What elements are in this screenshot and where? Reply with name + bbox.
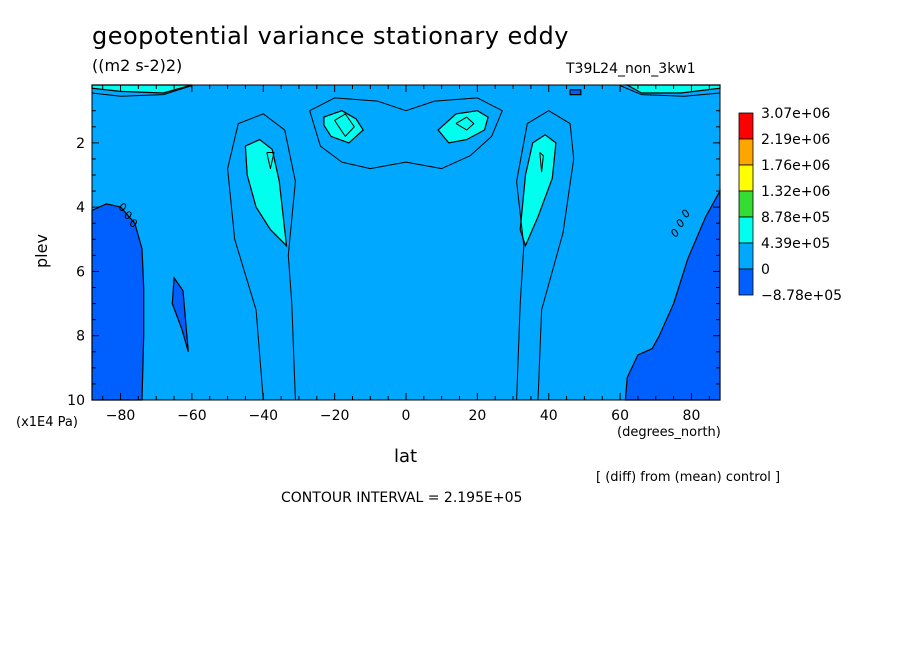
contour-region-4 xyxy=(323,110,364,144)
colorbar-label-7: −8.78e+05 xyxy=(761,288,842,304)
colorbar-label-6: 0 xyxy=(761,262,770,278)
contour-line-8 xyxy=(619,85,721,97)
x-tick-label-6: 40 xyxy=(540,408,558,424)
y-axis-units: (x1E4 Pa) xyxy=(16,415,78,430)
x-axis-units: (degrees_north) xyxy=(617,425,721,440)
contour-region-5 xyxy=(437,110,489,144)
contour-region-6 xyxy=(244,138,288,248)
x-ticks: −80 −60 −40 −20 0 20 40 60 80 xyxy=(102,85,710,424)
chart-units: ((m2 s-2)2) xyxy=(92,56,183,75)
y-tick-label-3: 8 xyxy=(76,329,85,345)
colorbar-label-4: 8.78e+05 xyxy=(761,210,830,226)
contour-interval: CONTOUR INTERVAL = 2.195E+05 xyxy=(281,490,523,506)
contour-line-3 xyxy=(334,113,355,137)
x-tick-label-2: −40 xyxy=(248,408,278,424)
diff-note: [ (diff) from (mean) control ] xyxy=(596,470,781,485)
contour-region-0 xyxy=(91,203,145,401)
colorbar-label-0: 3.07e+06 xyxy=(761,106,830,122)
colorbar-swatch-6 xyxy=(738,268,754,296)
contour-region-7 xyxy=(519,134,557,248)
contour-line-6 xyxy=(539,152,544,173)
contour-region-1 xyxy=(171,276,189,352)
x-tick-label-3: −20 xyxy=(320,408,350,424)
x-tick-label-7: 60 xyxy=(611,408,629,424)
y-tick-label-2: 6 xyxy=(76,264,85,280)
y-ticks: 2 4 6 8 10 xyxy=(67,110,720,409)
x-tick-label-4: 0 xyxy=(402,408,411,424)
plot-background xyxy=(92,85,720,400)
colorbar-swatch-0 xyxy=(738,112,754,140)
contour-line-5 xyxy=(266,152,275,170)
contour-line-1 xyxy=(516,110,575,401)
contour-line-4 xyxy=(455,116,475,131)
contour-line-2 xyxy=(309,97,503,170)
y-tick-label-0: 2 xyxy=(76,136,85,152)
contour-line-0 xyxy=(227,113,296,401)
x-tick-label-8: 80 xyxy=(683,408,701,424)
y-tick-label-1: 4 xyxy=(76,200,85,216)
x-tick-label-5: 20 xyxy=(468,408,486,424)
contour-lines xyxy=(91,85,721,401)
colorbar: 3.07e+06 2.19e+06 1.76e+06 1.32e+06 8.78e+05… xyxy=(738,106,842,304)
colorbar-swatch-5 xyxy=(738,242,754,270)
colorbar-label-3: 1.32e+06 xyxy=(761,184,830,200)
colorbar-label-5: 4.39e+05 xyxy=(761,236,830,252)
contour-regions xyxy=(91,84,721,401)
x-tick-label-0: −80 xyxy=(106,408,136,424)
colorbar-swatch-3 xyxy=(738,190,754,218)
run-name: T39L24_non_3kw1 xyxy=(566,61,696,77)
x-tick-label-1: −60 xyxy=(177,408,207,424)
contour-line-7 xyxy=(91,85,193,97)
chart-title: geopotential variance stationary eddy xyxy=(92,22,569,50)
colorbar-label-2: 1.76e+06 xyxy=(761,158,830,174)
colorbar-swatch-1 xyxy=(738,138,754,166)
x-axis-label: lat xyxy=(394,446,418,467)
colorbar-label-1: 2.19e+06 xyxy=(761,132,830,148)
colorbar-swatch-4 xyxy=(738,216,754,244)
y-tick-label-4: 10 xyxy=(67,393,85,409)
colorbar-swatch-2 xyxy=(738,164,754,192)
contour-region-3 xyxy=(569,89,582,96)
